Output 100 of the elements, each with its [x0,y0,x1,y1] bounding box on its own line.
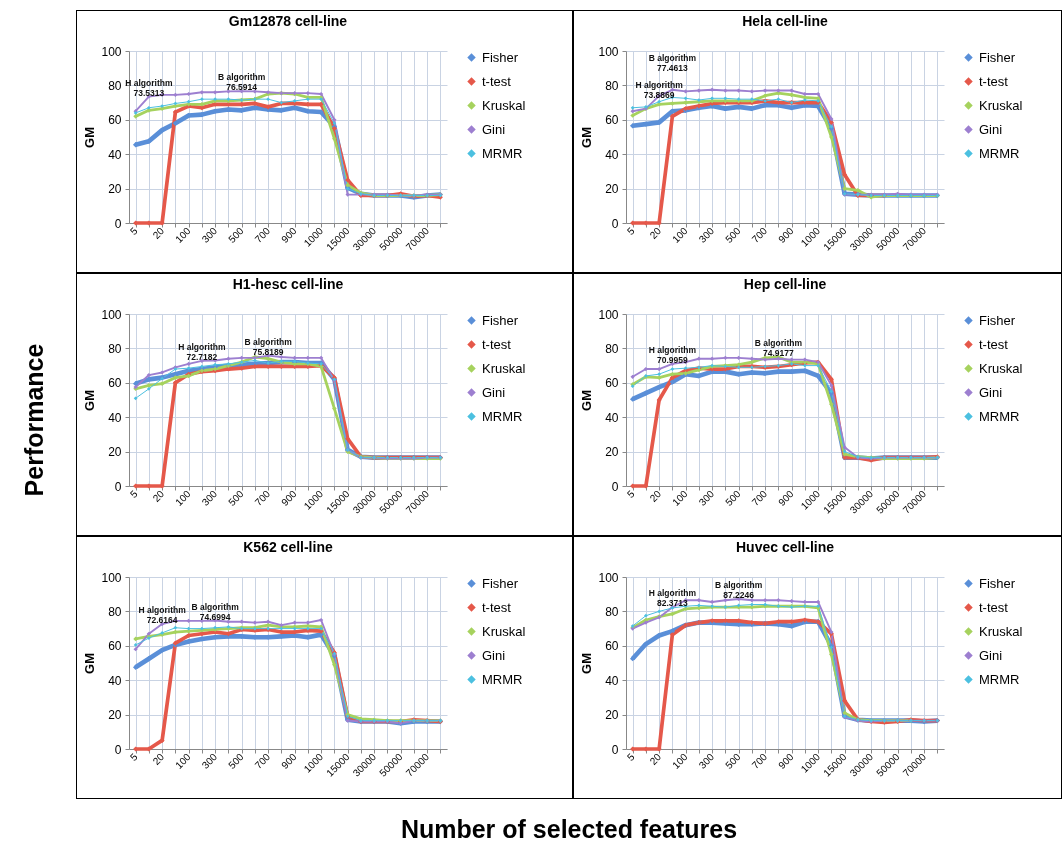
legend-label: Gini [979,384,1003,400]
legend-label: Fisher [482,49,519,65]
y-tick-label: 0 [611,216,619,231]
y-tick-label: 0 [114,742,122,757]
annotation: B algorithm 87.2246 [715,579,763,600]
x-tick-label: 300 [199,487,220,508]
y-tick-label: 60 [108,113,122,128]
legend-label: Gini [979,647,1003,663]
y-tick-label: 0 [114,216,122,231]
x-tick-label: 5 [127,224,140,237]
y-tick-label: 40 [108,410,122,425]
x-tick-label: 900 [776,224,796,245]
y-axis-title: GM [579,390,595,411]
y-tick-label: 0 [611,479,619,494]
legend-label: Kruskal [979,360,1023,376]
y-tick-label: 40 [605,147,619,162]
x-tick-label: 700 [749,750,770,771]
x-tick-label: 20 [647,750,664,767]
legend-label: MRMR [482,145,523,161]
annotation: H algorithm 73.5313 [125,77,173,98]
chart-title: Gm12878 cell-line [228,13,348,29]
annotation: H algorithm 70.9959 [648,344,697,365]
x-tick-label: 700 [252,487,273,508]
y-tick-label: 40 [605,410,619,425]
chart-title: Hela cell-line [742,13,829,29]
y-tick-label: 60 [108,639,122,654]
legend-label: Fisher [482,312,519,328]
legend-label: Fisher [482,575,519,591]
y-tick-label: 60 [605,639,619,654]
y-tick-label: 60 [605,376,619,391]
x-tick-label: 900 [279,487,299,508]
x-tick-label: 5 [127,487,140,500]
y-tick-label: 80 [108,341,122,356]
y-tick-label: 40 [605,673,619,688]
legend-label: Kruskal [979,623,1023,639]
legend-label: Fisher [979,312,1016,328]
y-tick-label: 80 [605,341,619,356]
x-tick-label: 500 [226,224,246,245]
annotation: H algorithm 72.6164 [138,605,187,626]
y-tick-label: 100 [101,570,122,585]
y-tick-label: 100 [598,570,619,585]
y-tick-label: 20 [108,708,122,723]
y-tick-label: 100 [598,44,619,59]
x-tick-label: 100 [173,224,193,245]
x-tick-label: 500 [226,487,246,508]
y-tick-label: 80 [605,604,619,619]
x-tick-label: 300 [696,224,717,245]
legend-label: MRMR [979,145,1020,161]
y-tick-label: 0 [114,479,122,494]
y-tick-label: 80 [605,78,619,93]
legend-label: t-test [482,73,512,89]
legend-label: Gini [979,121,1003,137]
chart-title: K562 cell-line [243,539,333,555]
legend-label: MRMR [979,408,1020,424]
legend-label: t-test [482,336,512,352]
y-tick-label: 20 [605,182,619,197]
x-tick-label: 500 [723,750,743,771]
legend-label: Kruskal [482,360,526,376]
y-tick-label: 100 [101,307,122,322]
legend-label: MRMR [482,408,523,424]
legend-label: Gini [482,121,506,137]
y-axis-title: GM [579,653,595,674]
legend-label: Kruskal [979,97,1023,113]
legend-label: Fisher [979,49,1016,65]
x-tick-label: 100 [670,487,690,508]
legend-label: t-test [482,599,512,615]
x-tick-label: 300 [199,750,220,771]
legend-label: Gini [482,384,506,400]
chart-title: H1-hesc cell-line [232,276,344,292]
chart-title: Huvec cell-line [735,539,835,555]
x-tick-label: 100 [670,224,690,245]
x-tick-label: 20 [150,224,167,241]
annotation: B algorithm 76.5914 [218,72,266,93]
y-tick-label: 0 [611,742,619,757]
y-axis-title: GM [579,127,595,148]
annotation: H algorithm 82.3713 [648,588,697,609]
annotation: H algorithm 72.7182 [178,341,226,362]
y-axis-title: GM [82,653,98,674]
legend-label: Gini [482,647,506,663]
x-tick-label: 5 [624,750,637,763]
y-tick-label: 20 [605,445,619,460]
annotation: B algorithm 77.4613 [648,52,697,73]
x-tick-label: 20 [150,487,167,504]
annotation: B algorithm 74.6994 [191,601,240,622]
legend-label: Kruskal [482,97,526,113]
x-tick-label: 100 [173,487,193,508]
x-tick-label: 20 [150,750,167,767]
y-tick-label: 60 [108,376,122,391]
y-tick-label: 20 [605,708,619,723]
x-tick-label: 700 [749,487,770,508]
y-tick-label: 40 [108,147,122,162]
x-tick-label: 700 [252,224,273,245]
y-tick-label: 80 [108,604,122,619]
text: Performance [19,343,49,497]
legend-label: Fisher [979,575,1016,591]
x-tick-label: 700 [749,224,770,245]
legend-label: MRMR [979,671,1020,687]
text: Number of selected features [399,815,739,844]
chart-title: Hep cell-line [743,276,827,292]
x-tick-label: 500 [226,750,246,771]
